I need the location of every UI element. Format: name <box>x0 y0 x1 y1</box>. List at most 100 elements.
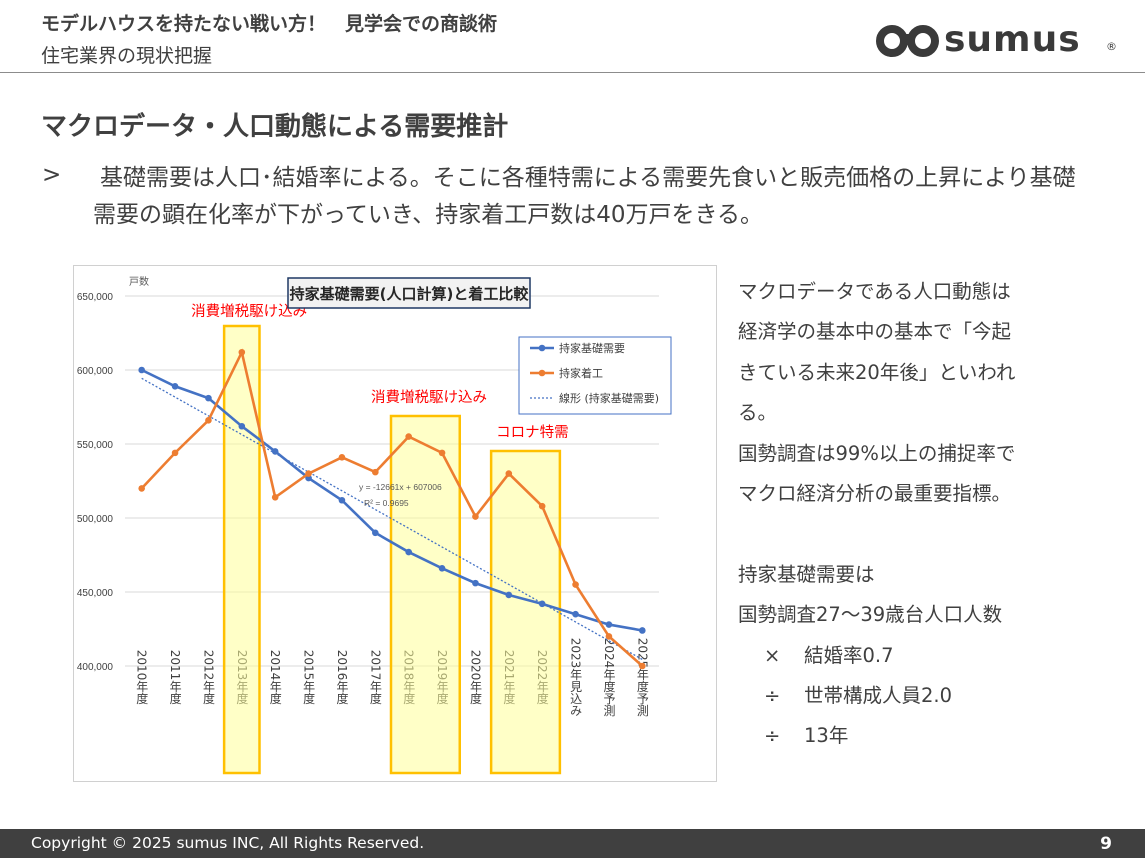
y-tick-label: 650,000 <box>77 292 114 303</box>
header-title: モデルハウスを持たない戦い方！ 見学会での商談術 <box>41 13 498 35</box>
data-point <box>438 565 446 572</box>
data-point <box>372 529 379 537</box>
data-point <box>171 449 179 457</box>
header-divider <box>0 72 1145 73</box>
data-point <box>171 382 179 390</box>
y-axis-label: 戸数 <box>129 275 149 288</box>
formula-line: ÷ 世帯構成人員2.0 <box>738 676 1078 716</box>
trendline-equation: y = -12661x + 607006 <box>359 482 442 492</box>
copyright-text: Copyright © 2025 sumus INC, All Rights R… <box>31 834 425 852</box>
side-text-line: 国勢調査は99%以上の捕捉率で <box>738 441 1016 465</box>
data-point <box>271 448 279 455</box>
legend-label: 線形 (持家基礎需要) <box>559 391 659 405</box>
highlight-label: コロナ特需 <box>496 424 569 441</box>
data-point <box>538 502 546 510</box>
x-tick-label: 2020年度 <box>468 650 482 705</box>
sumus-logo: sumus ® <box>876 19 1117 60</box>
legend-marker <box>538 369 546 377</box>
x-tick-label: 2010年度 <box>135 650 149 705</box>
x-tick-label: 2024年度予測 <box>602 638 616 717</box>
side-text-line <box>738 514 1078 554</box>
side-text-line: 経済学の基本中の基本で「今起 <box>738 320 1012 344</box>
highlight-box <box>222 324 261 775</box>
side-notes: マクロデータである人口動態は 経済学の基本中の基本で「今起 きている未来20年後」と… <box>738 272 1078 757</box>
x-tick-label: 2025年度予測 <box>635 638 649 717</box>
formula-line: × 結婚率0.7 <box>738 636 1078 676</box>
chart-title: 持家基礎需要(人口計算)と着工比較 <box>290 285 530 303</box>
data-point <box>538 600 546 608</box>
side-text-line: る。 <box>738 401 778 425</box>
page-number: 9 <box>1100 834 1112 854</box>
formula-term: 世帯構成人員2.0 <box>804 683 953 707</box>
data-point <box>305 470 312 477</box>
data-point <box>472 513 479 520</box>
y-tick-label: 550,000 <box>77 440 114 451</box>
x-tick-label: 2023年見込み <box>569 638 583 717</box>
formula-operator: × <box>764 643 781 667</box>
data-point <box>639 662 646 670</box>
formula-operator: ÷ <box>764 683 781 707</box>
series-line <box>141 368 643 632</box>
formula-term: 13年 <box>804 724 849 748</box>
highlight-label: 消費増税駆け込み <box>191 303 307 320</box>
chart-title-box <box>287 277 531 309</box>
data-point <box>405 433 412 440</box>
y-tick-label: 400,000 <box>77 662 114 673</box>
y-tick-label: 600,000 <box>77 366 114 377</box>
data-point <box>639 627 646 634</box>
logo-registered-mark: ® <box>1106 40 1117 53</box>
side-text-line: 国勢調査27～39歳台人口人数 <box>738 603 1003 627</box>
legend-marker <box>538 344 546 352</box>
x-tick-label: 2012年度 <box>201 650 215 705</box>
data-point <box>338 454 346 461</box>
data-point <box>238 348 246 356</box>
x-tick-label: 2016年度 <box>335 650 349 705</box>
data-point <box>338 496 346 504</box>
section-title: マクロデータ・人口動態による需要推計 <box>41 112 509 142</box>
data-point <box>605 633 613 640</box>
data-point <box>472 579 479 587</box>
side-text-line: 持家基礎需要は <box>738 562 875 586</box>
highlight-box <box>389 414 461 775</box>
data-point <box>605 621 613 628</box>
data-point <box>205 417 212 424</box>
logo-mark-icon <box>876 25 939 57</box>
side-text-line: マクロ経済分析の最重要指標。 <box>738 481 1012 505</box>
logo-text: sumus <box>944 19 1081 60</box>
side-text-line: マクロデータである人口動態は <box>738 280 1011 303</box>
highlight-box <box>489 449 562 775</box>
footer-bar: Copyright © 2025 sumus INC, All Rights R… <box>0 829 1145 858</box>
bullet-marker: > <box>42 162 62 188</box>
data-point <box>271 493 279 501</box>
y-tick-label: 450,000 <box>77 588 114 599</box>
data-point <box>572 610 579 618</box>
trendline-r2: R² = 0.9695 <box>364 498 409 508</box>
x-tick-label: 2014年度 <box>268 650 282 705</box>
data-point <box>405 548 412 556</box>
lead-paragraph: 基礎需要は人口･結婚率による。そこに各種特需による需要先食いと販売価格の上昇によ… <box>93 165 1076 228</box>
x-tick-label: 2017年度 <box>368 650 382 705</box>
formula-line: ÷ 13年 <box>738 716 1078 756</box>
data-point <box>238 422 246 430</box>
data-point <box>505 470 513 477</box>
header-subtitle: 住宅業界の現状把握 <box>41 45 213 67</box>
data-point <box>438 449 446 457</box>
x-tick-label: 2015年度 <box>302 650 316 705</box>
x-tick-label: 2011年度 <box>168 650 182 705</box>
formula-term: 結婚率0.7 <box>804 643 894 667</box>
data-point <box>572 581 579 588</box>
side-text-line: きている未来20年後」といわれ <box>738 360 1016 384</box>
legend-label: 持家着工 <box>559 366 603 380</box>
data-point <box>372 468 379 476</box>
data-point <box>205 394 212 402</box>
data-point <box>505 591 513 599</box>
series-line <box>140 348 644 667</box>
formula-operator: ÷ <box>764 724 781 748</box>
data-point <box>138 366 145 374</box>
y-tick-label: 500,000 <box>77 514 114 525</box>
chart-canvas: 400,000 450,000 500,000 550,000 600,000 650,0… <box>77 275 672 775</box>
highlight-label: 消費増税駆け込み <box>371 389 487 406</box>
data-point <box>138 485 145 492</box>
legend-label: 持家基礎需要 <box>559 341 625 355</box>
demand-chart: 400,000 450,000 500,000 550,000 600,000 650,0… <box>73 265 717 782</box>
